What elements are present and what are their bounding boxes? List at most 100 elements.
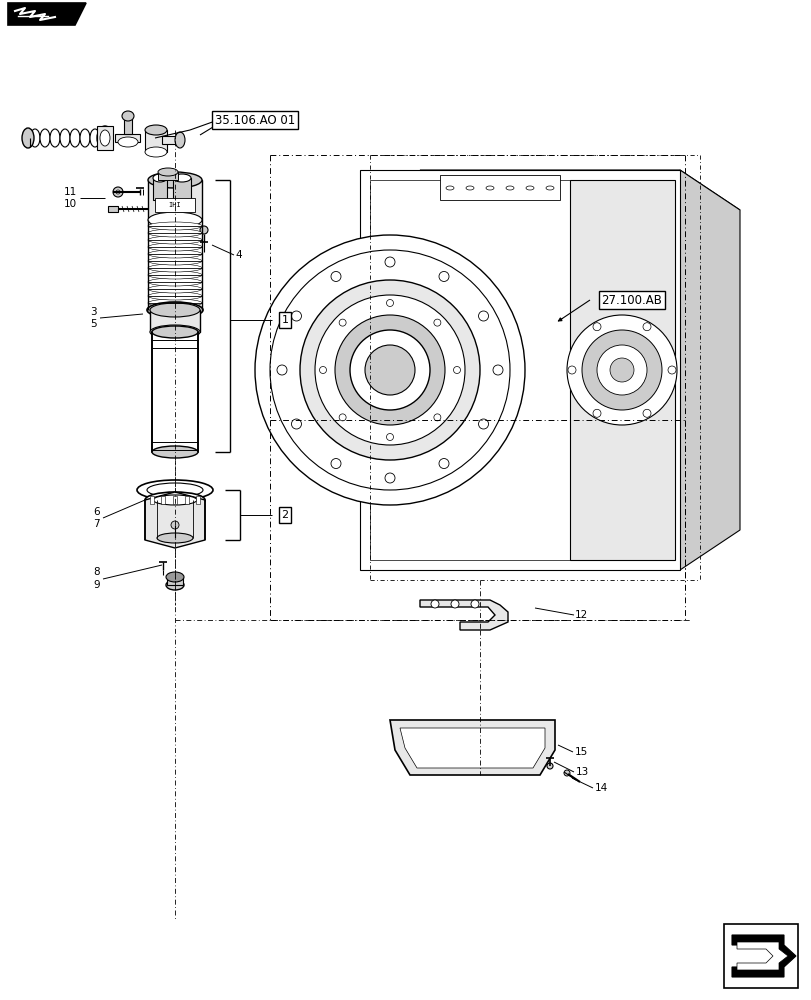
Ellipse shape (70, 129, 80, 147)
Ellipse shape (22, 128, 34, 148)
Text: 9: 9 (93, 580, 100, 590)
Circle shape (291, 311, 301, 321)
Bar (158, 172, 178, 180)
Polygon shape (419, 170, 739, 210)
Circle shape (339, 414, 345, 421)
Text: 7: 7 (93, 519, 100, 529)
Circle shape (642, 409, 650, 417)
Text: 12: 12 (574, 610, 587, 620)
Ellipse shape (466, 186, 474, 190)
Ellipse shape (157, 533, 193, 543)
Ellipse shape (148, 292, 202, 300)
Ellipse shape (148, 250, 202, 258)
Circle shape (450, 600, 458, 608)
Bar (148, 180, 202, 220)
Ellipse shape (545, 186, 553, 190)
Polygon shape (731, 935, 795, 977)
Text: 6: 6 (93, 507, 100, 517)
Polygon shape (8, 3, 86, 25)
Ellipse shape (165, 580, 184, 590)
Ellipse shape (80, 129, 90, 147)
Ellipse shape (147, 483, 203, 497)
Circle shape (581, 330, 661, 410)
Circle shape (200, 226, 208, 234)
Circle shape (350, 330, 430, 410)
Ellipse shape (50, 129, 60, 147)
Ellipse shape (150, 325, 200, 339)
Ellipse shape (148, 229, 202, 237)
Text: 35.106.AO 01: 35.106.AO 01 (215, 114, 294, 127)
Ellipse shape (150, 303, 200, 317)
Ellipse shape (145, 492, 204, 508)
Bar (185, 496, 189, 504)
Circle shape (478, 419, 488, 429)
Circle shape (564, 770, 569, 776)
Text: 2: 2 (281, 510, 288, 520)
Circle shape (319, 366, 326, 373)
Ellipse shape (152, 495, 197, 505)
Ellipse shape (148, 212, 202, 228)
Ellipse shape (148, 257, 202, 265)
Ellipse shape (486, 186, 493, 190)
Ellipse shape (158, 168, 178, 176)
Polygon shape (419, 600, 508, 630)
Circle shape (547, 763, 552, 769)
Circle shape (171, 521, 178, 529)
Circle shape (386, 300, 393, 306)
Bar (195, 496, 200, 504)
Ellipse shape (147, 302, 203, 318)
Circle shape (470, 600, 478, 608)
Ellipse shape (90, 129, 100, 147)
Text: 8: 8 (93, 567, 100, 577)
Polygon shape (359, 170, 679, 570)
Text: 27.100.AB: 27.100.AB (601, 294, 662, 306)
Circle shape (453, 366, 460, 373)
Ellipse shape (137, 480, 212, 500)
Ellipse shape (165, 572, 184, 582)
Bar (97, 126, 113, 150)
Bar (155, 198, 195, 212)
Text: 13: 13 (575, 767, 589, 777)
Ellipse shape (152, 305, 197, 315)
Circle shape (478, 311, 488, 321)
Circle shape (270, 250, 509, 490)
Circle shape (113, 187, 122, 197)
Ellipse shape (60, 129, 70, 147)
Ellipse shape (148, 243, 202, 251)
Circle shape (365, 345, 414, 395)
Circle shape (592, 323, 600, 331)
Circle shape (291, 419, 301, 429)
Bar (440, 175, 560, 200)
Circle shape (642, 323, 650, 331)
Ellipse shape (152, 174, 167, 182)
Circle shape (255, 235, 525, 505)
Text: 10: 10 (64, 199, 77, 209)
Ellipse shape (445, 186, 453, 190)
Ellipse shape (100, 130, 109, 146)
Ellipse shape (30, 129, 40, 147)
Ellipse shape (173, 174, 191, 182)
Circle shape (667, 366, 676, 374)
Bar (152, 178, 167, 200)
Bar (723, 924, 797, 988)
Polygon shape (145, 492, 204, 548)
Ellipse shape (118, 137, 138, 147)
Circle shape (386, 434, 393, 440)
Circle shape (596, 345, 646, 395)
Bar (115, 134, 139, 142)
Ellipse shape (148, 278, 202, 286)
Circle shape (609, 358, 633, 382)
Ellipse shape (148, 271, 202, 279)
Circle shape (568, 366, 575, 374)
Polygon shape (679, 170, 739, 570)
Bar (173, 496, 177, 504)
Ellipse shape (40, 129, 50, 147)
Circle shape (433, 414, 440, 421)
Ellipse shape (148, 172, 202, 188)
Circle shape (439, 459, 448, 469)
Circle shape (335, 315, 444, 425)
Circle shape (566, 315, 676, 425)
Circle shape (431, 600, 439, 608)
Circle shape (339, 319, 345, 326)
Circle shape (384, 257, 394, 267)
